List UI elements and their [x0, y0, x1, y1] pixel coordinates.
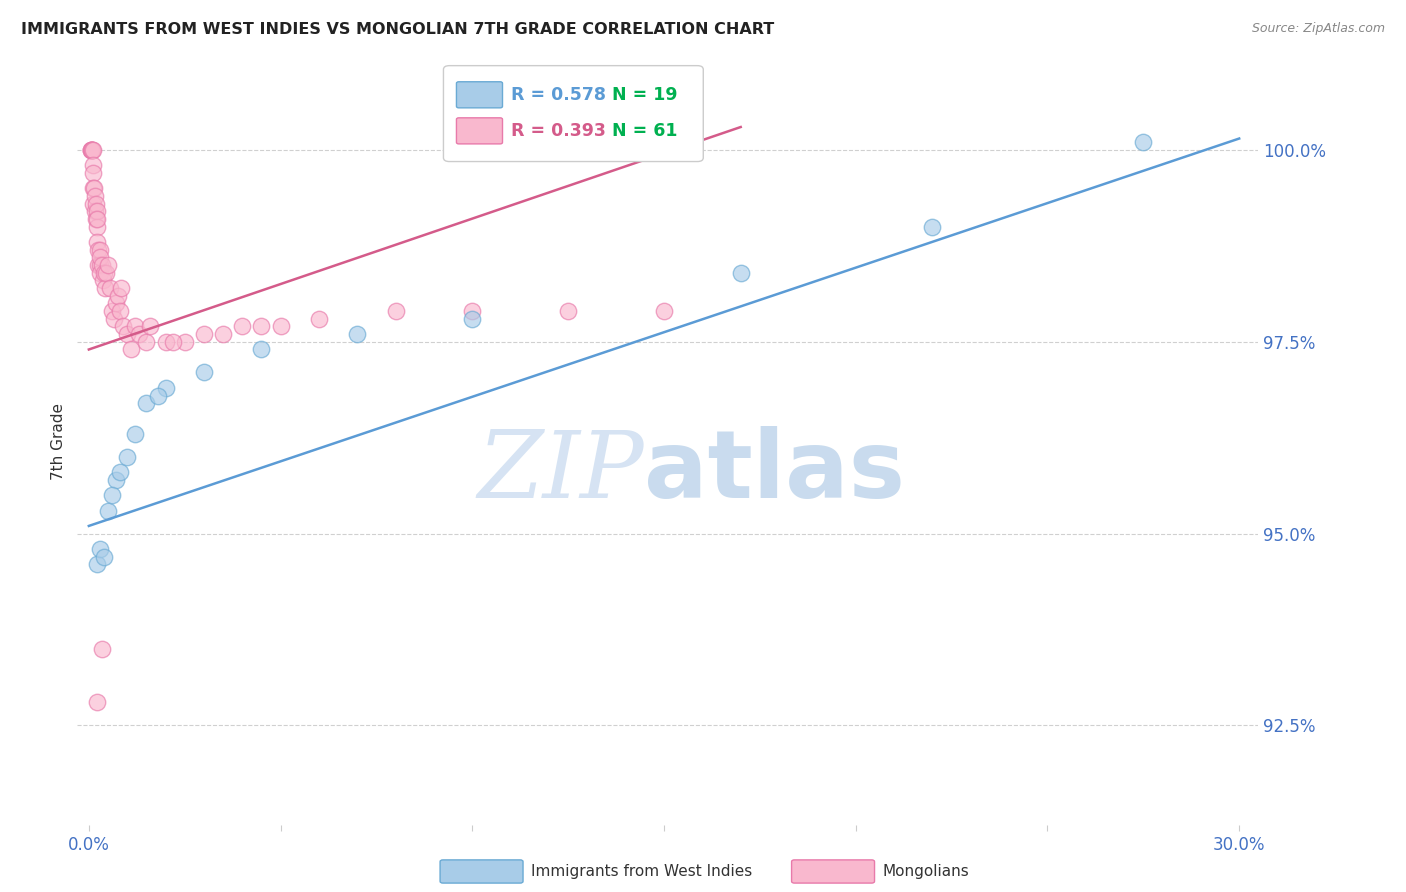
- Y-axis label: 7th Grade: 7th Grade: [51, 403, 66, 480]
- Point: [97, 258, 120, 272]
- Point: [384, 304, 406, 318]
- Point: [89, 243, 111, 257]
- Point: [115, 327, 138, 342]
- Point: [91, 641, 114, 656]
- Point: [89, 251, 111, 265]
- Point: [124, 426, 146, 441]
- Point: [83, 189, 105, 203]
- FancyBboxPatch shape: [457, 118, 502, 144]
- Point: [921, 219, 943, 234]
- Point: [97, 503, 120, 517]
- Point: [115, 450, 138, 464]
- Point: [730, 266, 752, 280]
- Point: [107, 289, 129, 303]
- Point: [101, 304, 124, 318]
- Text: R = 0.578: R = 0.578: [510, 86, 606, 103]
- Point: [104, 473, 127, 487]
- Point: [94, 266, 117, 280]
- Text: atlas: atlas: [644, 426, 905, 518]
- Point: [135, 396, 157, 410]
- Point: [82, 143, 104, 157]
- Point: [82, 196, 104, 211]
- Point: [461, 304, 484, 318]
- Point: [155, 381, 177, 395]
- Text: Immigrants from West Indies: Immigrants from West Indies: [531, 864, 752, 879]
- Point: [557, 304, 579, 318]
- Point: [93, 273, 115, 287]
- Text: Source: ZipAtlas.com: Source: ZipAtlas.com: [1251, 22, 1385, 36]
- Point: [146, 388, 169, 402]
- Point: [103, 311, 125, 326]
- Point: [84, 196, 107, 211]
- Point: [86, 558, 108, 572]
- Point: [86, 212, 108, 227]
- Point: [80, 143, 103, 157]
- Point: [124, 319, 146, 334]
- Point: [87, 258, 110, 272]
- Point: [1132, 136, 1154, 150]
- Point: [120, 343, 142, 357]
- Point: [162, 334, 184, 349]
- Point: [110, 281, 132, 295]
- Point: [98, 281, 121, 295]
- Text: Mongolians: Mongolians: [883, 864, 970, 879]
- Point: [80, 143, 103, 157]
- Point: [112, 319, 135, 334]
- Point: [231, 319, 253, 334]
- Point: [139, 319, 162, 334]
- Point: [104, 296, 127, 310]
- Point: [86, 204, 108, 219]
- Point: [93, 549, 115, 564]
- Point: [93, 266, 115, 280]
- Text: N = 19: N = 19: [613, 86, 678, 103]
- Point: [101, 488, 124, 502]
- Point: [86, 695, 108, 709]
- Point: [212, 327, 235, 342]
- Point: [652, 304, 675, 318]
- Point: [83, 181, 105, 195]
- FancyBboxPatch shape: [443, 66, 703, 161]
- Point: [89, 541, 111, 556]
- Point: [86, 235, 108, 249]
- Point: [193, 366, 215, 380]
- Point: [82, 158, 104, 172]
- Text: N = 61: N = 61: [613, 122, 678, 140]
- Point: [80, 143, 103, 157]
- Point: [89, 266, 111, 280]
- Text: R = 0.393: R = 0.393: [510, 122, 606, 140]
- Point: [461, 311, 484, 326]
- Point: [173, 334, 195, 349]
- Point: [250, 343, 273, 357]
- Text: ZIP: ZIP: [478, 427, 644, 517]
- Point: [250, 319, 273, 334]
- Point: [108, 465, 131, 479]
- Point: [82, 181, 104, 195]
- Point: [308, 311, 330, 326]
- Point: [87, 243, 110, 257]
- Point: [80, 143, 103, 157]
- Point: [91, 258, 114, 272]
- Point: [155, 334, 177, 349]
- Point: [108, 304, 131, 318]
- Point: [193, 327, 215, 342]
- Text: IMMIGRANTS FROM WEST INDIES VS MONGOLIAN 7TH GRADE CORRELATION CHART: IMMIGRANTS FROM WEST INDIES VS MONGOLIAN…: [21, 22, 775, 37]
- Point: [270, 319, 292, 334]
- Point: [86, 219, 108, 234]
- Point: [128, 327, 150, 342]
- Point: [94, 281, 117, 295]
- Point: [83, 204, 105, 219]
- Point: [346, 327, 368, 342]
- Point: [135, 334, 157, 349]
- Point: [82, 166, 104, 180]
- FancyBboxPatch shape: [457, 82, 502, 108]
- Point: [80, 143, 103, 157]
- Point: [82, 143, 104, 157]
- Point: [89, 258, 111, 272]
- Point: [84, 212, 107, 227]
